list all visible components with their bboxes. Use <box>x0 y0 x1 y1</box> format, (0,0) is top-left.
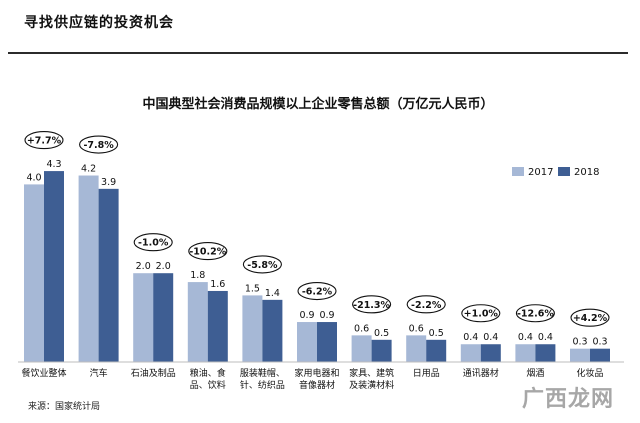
category-label-7-0: 日用品 <box>413 368 440 379</box>
bar-2018-0 <box>44 171 64 362</box>
bar-2017-9 <box>515 344 536 362</box>
bar-2018-2 <box>153 273 174 362</box>
growth-label-6: -21.3% <box>353 300 390 311</box>
growth-badge-4 <box>242 255 282 274</box>
growth-badge-8 <box>461 304 501 323</box>
growth-badge-3 <box>188 242 228 261</box>
growth-badge-0 <box>24 131 64 150</box>
value-label-2017-2: 2.0 <box>136 261 151 272</box>
category-label-5-0: 家用电器和 <box>294 367 339 379</box>
value-label-2017-9: 0.4 <box>518 332 533 343</box>
bar-2017-7 <box>406 335 427 362</box>
value-label-2018-1: 3.9 <box>101 177 116 188</box>
value-label-2017-1: 4.2 <box>81 164 96 175</box>
category-label-0-0: 餐饮业整体 <box>21 367 66 379</box>
growth-badge-2 <box>133 233 173 252</box>
legend-swatch-2017 <box>512 167 524 176</box>
value-label-2017-7: 0.6 <box>409 323 424 334</box>
growth-label-8: +1.0% <box>464 309 499 320</box>
value-label-2018-8: 0.4 <box>483 332 498 343</box>
value-label-2018-4: 1.4 <box>265 288 280 299</box>
value-label-2017-0: 4.0 <box>26 172 41 183</box>
header-divider <box>8 52 628 54</box>
category-label-8-0: 通讯器材 <box>463 367 499 379</box>
legend-swatch-2018 <box>558 167 570 176</box>
bar-2018-5 <box>317 322 337 362</box>
value-label-2017-3: 1.8 <box>190 270 205 281</box>
value-label-2018-2: 2.0 <box>156 261 171 272</box>
watermark-logo: 广西龙网 <box>521 387 614 412</box>
value-labels-group: 4.0 4.3 4.2 3.9 2.0 2.0 1.8 1.6 1.5 1.4 0.9 0.9 0.6 0… <box>26 159 607 348</box>
value-label-2017-6: 0.6 <box>354 323 369 334</box>
growth-badge-7 <box>406 295 446 314</box>
growth-badge-6 <box>352 295 392 314</box>
value-label-2018-3: 1.6 <box>210 279 225 290</box>
value-label-2017-4: 1.5 <box>245 283 260 294</box>
category-label-5-1: 音像器材 <box>299 379 335 391</box>
value-label-2018-9: 0.4 <box>538 332 553 343</box>
growth-label-5: -6.2% <box>302 287 333 298</box>
page-title: 寻找供应链的投资机会 <box>24 15 174 31</box>
value-label-2017-10: 0.3 <box>572 337 587 348</box>
growth-badge-9 <box>515 304 555 323</box>
bar-2018-7 <box>426 339 447 362</box>
category-label-4-1: 针、纺织品 <box>240 379 285 391</box>
category-label-6-1: 及装潢材料 <box>349 379 394 391</box>
bar-2017-10 <box>570 348 590 362</box>
growth-label-9: -12.6% <box>517 309 554 320</box>
bar-2018-4 <box>262 299 283 362</box>
growth-label-0: +7.7% <box>27 136 62 147</box>
category-label-2-0: 石油及制品 <box>131 367 176 379</box>
growth-label-2: -1.0% <box>138 238 169 249</box>
bar-2018-8 <box>480 344 501 362</box>
bar-2017-5 <box>297 322 317 362</box>
value-label-2018-5: 0.9 <box>319 310 334 321</box>
bar-2018-10 <box>590 348 610 362</box>
growth-badge-10 <box>570 308 610 327</box>
bar-2017-8 <box>460 344 481 362</box>
value-label-2017-8: 0.4 <box>463 332 478 343</box>
value-label-2018-0: 4.3 <box>46 159 61 170</box>
growth-label-3: -10.2% <box>189 247 226 258</box>
bars-group <box>24 171 610 362</box>
bar-2017-2 <box>133 273 154 362</box>
growth-badge-1 <box>79 135 119 154</box>
category-label-1-0: 汽车 <box>90 367 108 379</box>
bar-2017-6 <box>351 335 372 362</box>
growth-label-1: -7.8% <box>83 140 114 151</box>
bar-2017-0 <box>24 184 44 362</box>
category-label-6-0: 家具、建筑 <box>349 367 394 379</box>
growth-label-10: +4.2% <box>573 313 608 324</box>
growth-labels-group: +7.7% -7.8% -1.0% -10.2% -5.8% -6.2% -21.3% -2.… <box>24 131 610 327</box>
bar-2018-3 <box>207 290 228 362</box>
chart-legend: 2017 2018 <box>512 167 599 178</box>
value-label-2018-10: 0.3 <box>592 337 607 348</box>
value-label-2017-5: 0.9 <box>299 310 314 321</box>
bar-2018-6 <box>371 339 392 362</box>
legend-label-2017: 2017 <box>528 167 553 178</box>
growth-label-4: -5.8% <box>247 260 278 271</box>
category-label-3-1: 品、饮料 <box>190 379 226 391</box>
value-label-2018-6: 0.5 <box>374 328 389 339</box>
value-label-2018-7: 0.5 <box>429 328 444 339</box>
category-label-10-0: 化妆品 <box>576 367 603 379</box>
growth-label-7: -2.2% <box>411 300 442 311</box>
category-label-9-0: 烟酒 <box>526 367 544 379</box>
growth-badge-5 <box>297 281 337 301</box>
category-label-3-0: 粮油、食 <box>190 367 226 379</box>
bar-2017-1 <box>78 175 99 362</box>
bar-2017-3 <box>187 282 208 362</box>
chart-title: 中国典型社会消费品规模以上企业零售总额（万亿元人民币） <box>142 96 493 112</box>
legend-label-2018: 2018 <box>574 167 599 178</box>
bar-2018-9 <box>535 344 556 362</box>
source-note: 来源：国家统计局 <box>28 402 101 412</box>
bar-2018-1 <box>98 188 119 362</box>
category-label-4-0: 服装鞋帽、 <box>240 367 285 379</box>
bar-2017-4 <box>242 295 263 362</box>
